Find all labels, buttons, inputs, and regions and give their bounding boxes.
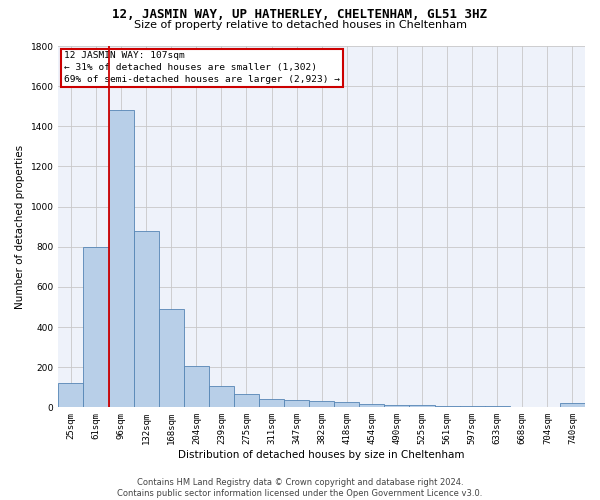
Text: Size of property relative to detached houses in Cheltenham: Size of property relative to detached ho… [133,20,467,30]
Bar [109,110,134,408]
Bar [234,394,259,407]
X-axis label: Distribution of detached houses by size in Cheltenham: Distribution of detached houses by size … [178,450,465,460]
Text: Contains HM Land Registry data © Crown copyright and database right 2024.
Contai: Contains HM Land Registry data © Crown c… [118,478,482,498]
Bar [359,404,385,407]
Bar [535,406,560,408]
Bar [460,406,485,407]
Text: 12, JASMIN WAY, UP HATHERLEY, CHELTENHAM, GL51 3HZ: 12, JASMIN WAY, UP HATHERLEY, CHELTENHAM… [113,8,487,20]
Y-axis label: Number of detached properties: Number of detached properties [15,144,25,308]
Bar [485,406,510,408]
Bar [159,309,184,408]
Bar [334,402,359,407]
Bar [510,406,535,408]
Bar [259,400,284,407]
Bar [209,386,234,407]
Bar [284,400,309,407]
Text: 12 JASMIN WAY: 107sqm
← 31% of detached houses are smaller (1,302)
69% of semi-d: 12 JASMIN WAY: 107sqm ← 31% of detached … [64,52,340,84]
Bar [83,246,109,408]
Bar [134,230,159,408]
Bar [409,406,434,407]
Bar [58,383,83,407]
Bar [309,402,334,407]
Bar [385,405,409,407]
Bar [434,406,460,407]
Bar [184,366,209,408]
Bar [560,404,585,407]
